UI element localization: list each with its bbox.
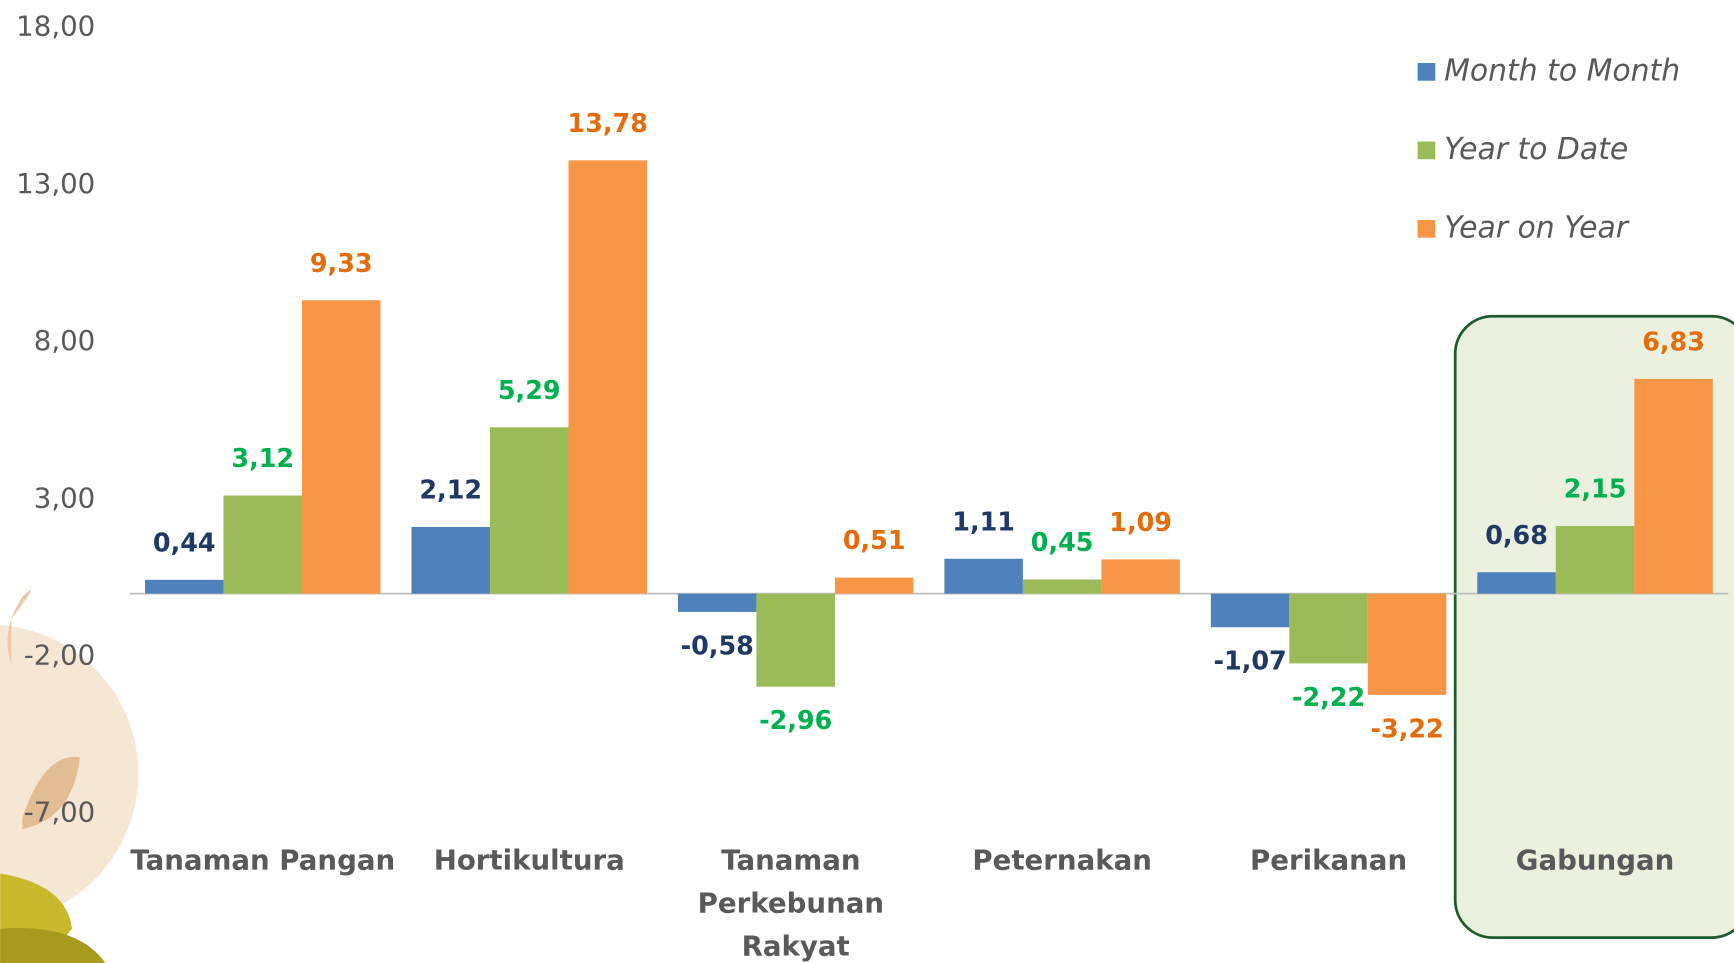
value-label: 0,51 [843,525,906,555]
bar [489,427,569,594]
legend-label: Year on Year [1444,210,1630,245]
value-label: -1,07 [1213,646,1286,676]
value-label: 1,11 [952,506,1015,536]
bar [1555,526,1635,594]
x-tick-label: Gabungan [1516,843,1675,876]
y-tick-label: 8,00 [34,324,96,357]
value-label: -2,96 [759,705,832,735]
bar [1210,593,1290,628]
value-label: 0,44 [153,527,216,557]
y-tick-label: -7,00 [24,796,95,829]
bar [1634,378,1713,594]
bar [145,579,224,594]
bar [677,593,757,612]
value-label: 6,83 [1642,326,1705,356]
x-tick-label: Tanaman Perkebunan Rakyat [698,843,894,962]
bar [834,577,914,594]
value-label: 13,78 [568,108,648,138]
value-label: -0,58 [681,630,754,660]
bar [1477,572,1556,594]
legend-swatch [1417,63,1436,81]
legend-label: Year to Date [1444,132,1628,167]
bar [1101,559,1180,594]
bar [1289,593,1368,664]
bar [411,526,490,594]
legend-swatch [1417,141,1436,160]
value-label: 1,09 [1109,507,1172,537]
value-label: 3,12 [231,443,294,473]
value-label: 5,29 [498,375,561,405]
x-tick-label: Peternakan [972,843,1152,876]
x-tick-label: Perikanan [1250,843,1407,876]
bar [1022,579,1102,594]
value-label: 2,12 [419,475,482,505]
value-label: 9,33 [310,248,373,278]
x-tick-label: Tanaman Pangan [130,843,395,876]
y-tick-label: -2,00 [24,639,95,672]
bar [944,558,1023,594]
x-tick-label: Hortikultura [434,843,625,876]
value-label: 2,15 [1564,474,1627,504]
value-label: -3,22 [1370,713,1443,743]
legend-swatch [1417,220,1436,238]
y-tick-label: 18,00 [16,10,95,43]
bar [223,495,303,594]
bar [756,593,835,687]
decoration [0,589,139,963]
y-tick-label: 13,00 [16,167,95,200]
value-label: 0,45 [1031,527,1094,557]
value-label: -2,22 [1292,682,1365,712]
bar [302,300,381,594]
value-label: 0,68 [1485,520,1548,550]
legend-label: Month to Month [1444,53,1680,88]
bar [568,160,647,594]
bar [1367,593,1447,695]
y-tick-label: 3,00 [34,481,96,514]
